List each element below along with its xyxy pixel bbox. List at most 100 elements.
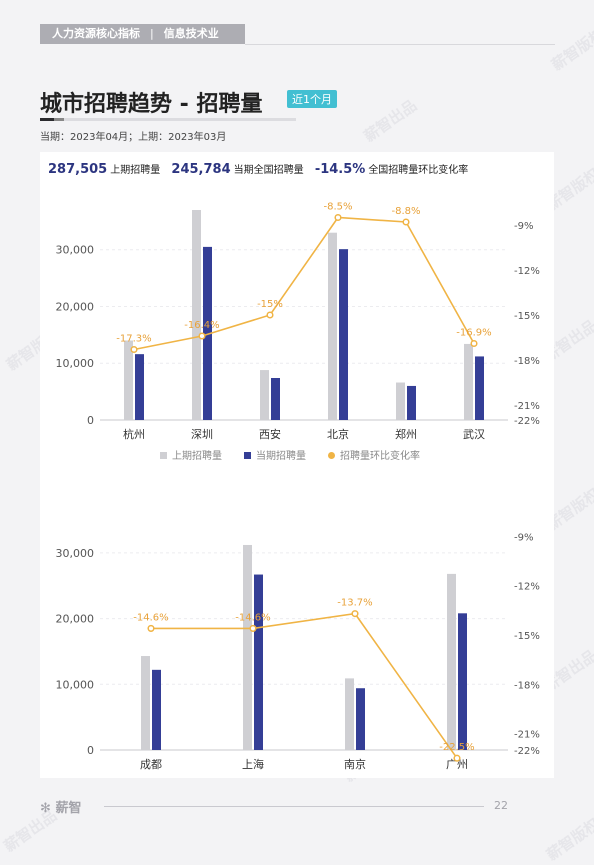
y-tick-label: 30,000	[56, 547, 95, 560]
footer-logo: ✻ 薪智	[40, 797, 81, 816]
bar-current	[152, 669, 161, 750]
bar-current	[135, 354, 144, 420]
bar-prev	[141, 656, 150, 750]
y-tick-label: 0	[87, 414, 94, 427]
bar-current	[254, 574, 263, 750]
legend-label: 招聘量环比变化率	[340, 449, 420, 462]
page-number: 22	[494, 799, 508, 812]
y2-tick-label: -21%	[514, 730, 540, 741]
title-underline-rest	[64, 118, 296, 121]
x-tick-label: 南京	[344, 757, 366, 771]
national-total-label: 当期全国招聘量	[233, 165, 304, 176]
period-text: 当期：2023年04月；上期：2023年03月	[40, 132, 227, 143]
rate-data-label: -16.4%	[184, 320, 219, 331]
rate-point	[334, 213, 342, 222]
rate-data-label: -14.6%	[235, 612, 270, 623]
header-rule	[245, 44, 555, 45]
y2-tick-label: -12%	[514, 266, 540, 277]
bar-current	[271, 378, 280, 420]
rate-point	[453, 754, 461, 762]
x-tick-label: 深圳	[191, 428, 213, 441]
rate-point	[266, 311, 274, 319]
bar-current	[339, 249, 348, 420]
y-tick-label: 20,000	[56, 613, 95, 626]
x-tick-label: 北京	[327, 427, 349, 441]
section-header: 人力资源核心指标 | 信息技术业	[40, 24, 245, 44]
rate-point	[470, 339, 478, 348]
rate-data-label: -17.3%	[116, 334, 151, 345]
y2-tick-label: -9%	[514, 221, 533, 232]
title-underline	[40, 118, 54, 121]
header-divider: |	[150, 27, 154, 40]
bar-prev	[345, 678, 354, 750]
bar-current	[475, 356, 484, 420]
y-tick-label: 10,000	[56, 357, 95, 370]
rate-data-label: -13.7%	[337, 598, 372, 609]
footer-logo-text: 薪智	[55, 801, 82, 816]
rate-point	[402, 218, 410, 226]
bar-prev	[447, 573, 456, 750]
rate-point	[351, 610, 359, 618]
y2-tick-label: -15%	[514, 311, 540, 322]
rate-point	[147, 624, 155, 632]
national-rate-label: 全国招聘量环比变化率	[368, 165, 469, 176]
national-total-value: 245,784	[171, 162, 231, 177]
x-tick-label: 广州	[446, 758, 468, 771]
y2-tick-label: -12%	[514, 582, 540, 593]
rate-line	[151, 612, 458, 759]
y2-tick-label: -15%	[514, 631, 540, 642]
page-title: 城市招聘趋势 - 招聘量	[40, 92, 263, 117]
industry-label: 信息技术业	[163, 27, 219, 40]
national-rate-value: -14.5%	[314, 162, 366, 177]
footer-rule	[104, 806, 484, 807]
rate-point	[198, 332, 206, 340]
legend-label: 上期招聘量	[172, 449, 222, 462]
rate-data-label: -14.6%	[133, 612, 168, 623]
bar-prev	[328, 232, 337, 420]
y2-tick-label: -18%	[514, 356, 540, 367]
y2-tick-label: -22%	[514, 416, 540, 427]
rate-line	[133, 216, 475, 351]
city-recruitment-chart: 0 10,000 20,000 30,000 -9% -12% -15% -18% -21% -2…	[56, 202, 540, 772]
y-tick-label: 20,000	[56, 300, 95, 313]
rate-point	[249, 624, 257, 632]
x-tick-label: 郑州	[395, 427, 417, 441]
y2-tick-label: -9%	[514, 532, 533, 543]
bar-current	[407, 385, 416, 420]
y2-tick-label: -21%	[514, 401, 540, 412]
legend-swatch	[328, 452, 335, 459]
chart-card	[40, 152, 554, 778]
rate-data-label: -22.5%	[439, 742, 474, 753]
summary-row: 287,505 上期招聘量 245,784 当期全国招聘量 -14.5% 全国招聘量环…	[48, 161, 468, 177]
legend-swatch	[244, 452, 251, 459]
bar-current	[203, 246, 212, 420]
x-tick-label: 成都	[140, 758, 162, 771]
bar-prev	[464, 343, 473, 420]
logo-icon: ✻	[40, 801, 51, 816]
x-tick-label: 武汉	[463, 428, 485, 441]
rate-point	[130, 345, 138, 354]
x-tick-label: 上海	[242, 757, 264, 771]
y-tick-label: 30,000	[56, 244, 95, 257]
bar-prev	[260, 370, 269, 420]
period-badge: 近1个月	[287, 90, 337, 108]
x-tick-label: 西安	[259, 427, 281, 441]
title-underline-mid	[54, 118, 64, 121]
rate-data-label: -15%	[257, 299, 283, 310]
rate-data-label: -8.8%	[391, 206, 420, 217]
y2-tick-label: -22%	[514, 746, 540, 757]
y-tick-label: 0	[87, 744, 94, 757]
rate-data-label: -16.9%	[456, 328, 491, 339]
legend-swatch	[160, 452, 167, 459]
y-tick-label: 10,000	[56, 678, 95, 691]
x-tick-label: 杭州	[123, 427, 145, 441]
y2-tick-label: -18%	[514, 680, 540, 691]
bar-prev	[243, 544, 252, 750]
prev-total-value: 287,505	[48, 162, 108, 177]
section-title: 人力资源核心指标	[52, 27, 140, 40]
bar-prev	[396, 382, 405, 420]
bar-prev	[124, 340, 133, 420]
bar-current	[458, 613, 467, 750]
bar-prev	[192, 210, 201, 420]
rate-data-label: -8.5%	[323, 202, 352, 213]
